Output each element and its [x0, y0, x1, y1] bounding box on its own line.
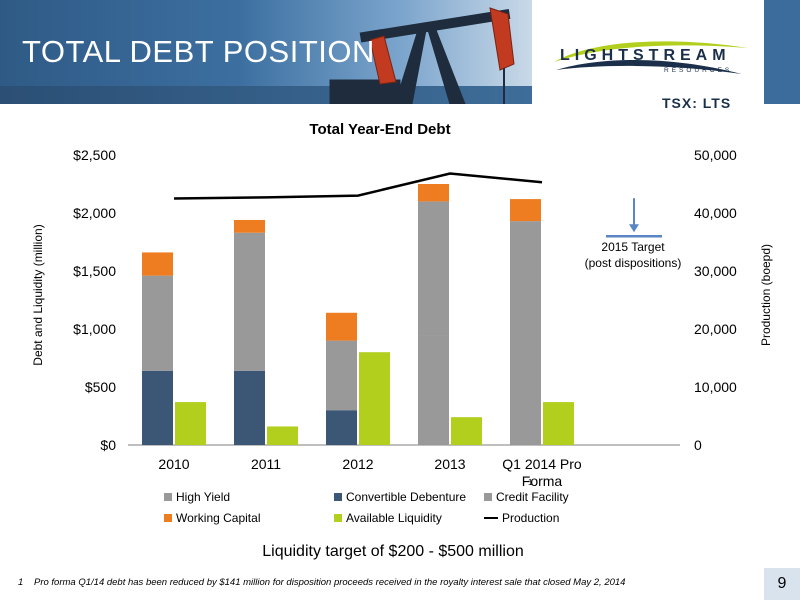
legend-label: Working Capital	[176, 511, 261, 525]
bar-high-yield	[418, 335, 449, 445]
company-logo: LIGHTSTREAM RESOURCES	[554, 41, 748, 74]
x-tick-label: 2010	[158, 456, 189, 472]
pumpjack-beam	[359, 8, 511, 43]
legend-item: High Yield	[164, 490, 230, 504]
bar-credit-facility	[510, 221, 541, 329]
legend-item: Working Capital	[164, 511, 260, 525]
header-banner: TOTAL DEBT POSITION	[0, 0, 532, 104]
bar-convertible-debenture	[142, 370, 173, 445]
bar-working-capital	[326, 312, 357, 341]
target-arrow-icon	[629, 224, 639, 233]
y-tick-label-left: $0	[100, 437, 116, 453]
y-tick-label-right: 50,000	[694, 147, 737, 163]
y-tick-label-right: 40,000	[694, 205, 737, 221]
target-annotation: 2015 Target (post dispositions)	[574, 239, 692, 271]
header-accent-strip	[764, 0, 800, 104]
bar-working-capital	[510, 199, 541, 222]
page-number: 9	[764, 568, 800, 600]
bar-working-capital	[234, 219, 265, 233]
footnote-number: 1	[18, 577, 24, 588]
x-tick-label: 2011	[251, 456, 281, 472]
bar-available-liquidity	[543, 402, 574, 445]
footnote-text: Pro forma Q1/14 debt has been reduced by…	[34, 577, 626, 588]
bar-high-yield	[142, 275, 173, 371]
chart-title: Total Year-End Debt	[309, 121, 451, 138]
category-footnote-marker: 1	[528, 478, 533, 487]
legend-item: Convertible Debenture	[334, 490, 466, 504]
pumpjack-image	[329, 7, 515, 104]
logo-swoosh-top	[554, 41, 748, 62]
x-tick-label: Forma	[522, 473, 563, 489]
bar-convertible-debenture	[326, 410, 357, 445]
legend-label: Convertible Debenture	[346, 490, 467, 504]
x-tick-label: Q1 2014 Pro	[502, 456, 582, 472]
logo-swoosh-bottom	[556, 59, 742, 74]
bar-working-capital	[418, 184, 449, 202]
y-tick-label-left: $1,500	[73, 263, 116, 279]
bar-available-liquidity	[267, 426, 298, 445]
legend-swatch	[484, 516, 498, 519]
legend-item: Production	[484, 511, 559, 525]
logo-wordmark: LIGHTSTREAM	[560, 47, 731, 64]
bar-convertible-debenture	[234, 370, 265, 445]
y-tick-label-right: 10,000	[694, 379, 737, 395]
y-tick-label-right: 0	[694, 437, 702, 453]
legend-item: Credit Facility	[484, 490, 569, 504]
bar-working-capital	[142, 252, 173, 276]
production-line	[173, 172, 543, 200]
liquidity-target-note: Liquidity target of $200 - $500 million	[262, 543, 524, 560]
bar-credit-facility	[418, 201, 449, 336]
legend-swatch	[484, 492, 492, 501]
legend-label: Available Liquidity	[346, 511, 442, 525]
x-tick-label: 2013	[434, 456, 465, 472]
y-tick-label-right: 30,000	[694, 263, 737, 279]
legend-label: High Yield	[176, 490, 231, 504]
legend-swatch	[334, 492, 342, 501]
legend-swatch	[334, 513, 342, 522]
y-tick-label-right: 20,000	[694, 321, 737, 337]
target-annotation-line1: 2015 Target	[601, 240, 665, 254]
pumpjack-counterweight	[369, 35, 397, 85]
page-title: TOTAL DEBT POSITION	[22, 34, 375, 69]
legend-label: Production	[502, 511, 560, 525]
bar-high-yield	[510, 329, 541, 445]
x-tick-label: 2012	[342, 456, 373, 472]
y-tick-label-left: $1,000	[73, 321, 116, 337]
bar-available-liquidity	[175, 402, 206, 445]
pumpjack-head	[489, 7, 515, 71]
slide-header: TOTAL DEBT POSITION LIGHTSTREAM RESOURCE…	[0, 0, 800, 111]
y-tick-label-left: $2,000	[73, 205, 116, 221]
legend-swatch	[164, 492, 172, 501]
y-tick-label-left: $500	[85, 379, 116, 395]
legend-label: Credit Facility	[496, 490, 569, 504]
logo-subtitle: RESOURCES	[664, 67, 732, 74]
target-annotation-line2: (post dispositions)	[584, 256, 682, 270]
bar-available-liquidity	[359, 352, 390, 445]
bar-available-liquidity	[451, 417, 482, 445]
legend-swatch	[164, 513, 172, 522]
y-tick-label-left: $2,500	[73, 147, 116, 163]
legend-item: Available Liquidity	[334, 511, 442, 525]
ticker-symbol: TSX: LTS	[662, 95, 732, 111]
bar-high-yield	[326, 340, 357, 411]
pumpjack-base	[329, 79, 401, 104]
bar-high-yield	[234, 232, 265, 371]
